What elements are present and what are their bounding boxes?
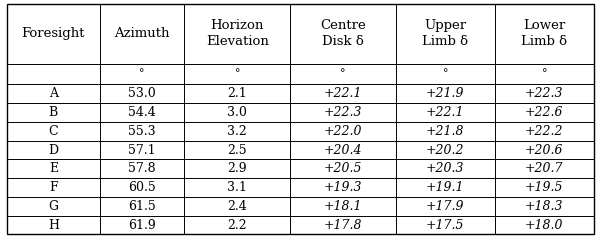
Text: 55.3: 55.3 — [128, 125, 156, 138]
Text: 54.4: 54.4 — [128, 106, 156, 119]
Text: Horizon
Elevation: Horizon Elevation — [206, 19, 269, 48]
Text: C: C — [49, 125, 58, 138]
Text: 57.1: 57.1 — [128, 144, 156, 157]
Text: 2.5: 2.5 — [228, 144, 247, 157]
Text: °: ° — [442, 69, 448, 79]
Text: Lower
Limb δ: Lower Limb δ — [521, 19, 567, 48]
Text: 61.9: 61.9 — [128, 218, 156, 232]
Text: Foresight: Foresight — [22, 27, 85, 40]
Text: +22.1: +22.1 — [324, 87, 362, 100]
Text: +20.2: +20.2 — [426, 144, 465, 157]
Text: +20.6: +20.6 — [525, 144, 564, 157]
Text: B: B — [49, 106, 58, 119]
Text: 60.5: 60.5 — [128, 181, 156, 194]
Text: +18.1: +18.1 — [324, 200, 362, 213]
Text: +19.3: +19.3 — [324, 181, 362, 194]
Text: Azimuth: Azimuth — [114, 27, 169, 40]
Text: °: ° — [139, 69, 145, 79]
Text: 2.4: 2.4 — [227, 200, 247, 213]
Text: 2.2: 2.2 — [228, 218, 247, 232]
Text: +22.3: +22.3 — [324, 106, 362, 119]
Text: 57.8: 57.8 — [128, 162, 156, 175]
Text: 2.1: 2.1 — [227, 87, 247, 100]
Text: +22.0: +22.0 — [324, 125, 362, 138]
Text: +20.3: +20.3 — [426, 162, 465, 175]
Text: 61.5: 61.5 — [128, 200, 156, 213]
Text: Centre
Disk δ: Centre Disk δ — [320, 19, 366, 48]
Text: +20.4: +20.4 — [324, 144, 362, 157]
Text: +17.9: +17.9 — [426, 200, 465, 213]
Text: +18.0: +18.0 — [525, 218, 564, 232]
Text: +22.1: +22.1 — [426, 106, 465, 119]
Text: +21.9: +21.9 — [426, 87, 465, 100]
Text: +19.5: +19.5 — [525, 181, 564, 194]
Text: +19.1: +19.1 — [426, 181, 465, 194]
Text: +20.5: +20.5 — [324, 162, 362, 175]
Text: G: G — [48, 200, 58, 213]
Text: +17.5: +17.5 — [426, 218, 465, 232]
Text: °: ° — [542, 69, 547, 79]
Text: H: H — [48, 218, 59, 232]
Text: Upper
Limb δ: Upper Limb δ — [423, 19, 468, 48]
Text: °: ° — [340, 69, 346, 79]
Text: D: D — [48, 144, 58, 157]
Text: +22.3: +22.3 — [525, 87, 564, 100]
Text: 3.0: 3.0 — [227, 106, 247, 119]
Text: +17.8: +17.8 — [324, 218, 362, 232]
Text: E: E — [49, 162, 58, 175]
Text: +21.8: +21.8 — [426, 125, 465, 138]
Text: 2.9: 2.9 — [228, 162, 247, 175]
Text: 53.0: 53.0 — [128, 87, 156, 100]
Text: +22.6: +22.6 — [525, 106, 564, 119]
Text: °: ° — [234, 69, 240, 79]
Text: F: F — [49, 181, 58, 194]
Text: A: A — [49, 87, 58, 100]
Text: 3.1: 3.1 — [227, 181, 247, 194]
Text: +20.7: +20.7 — [525, 162, 564, 175]
Text: +22.2: +22.2 — [525, 125, 564, 138]
Text: +18.3: +18.3 — [525, 200, 564, 213]
Text: 3.2: 3.2 — [227, 125, 247, 138]
